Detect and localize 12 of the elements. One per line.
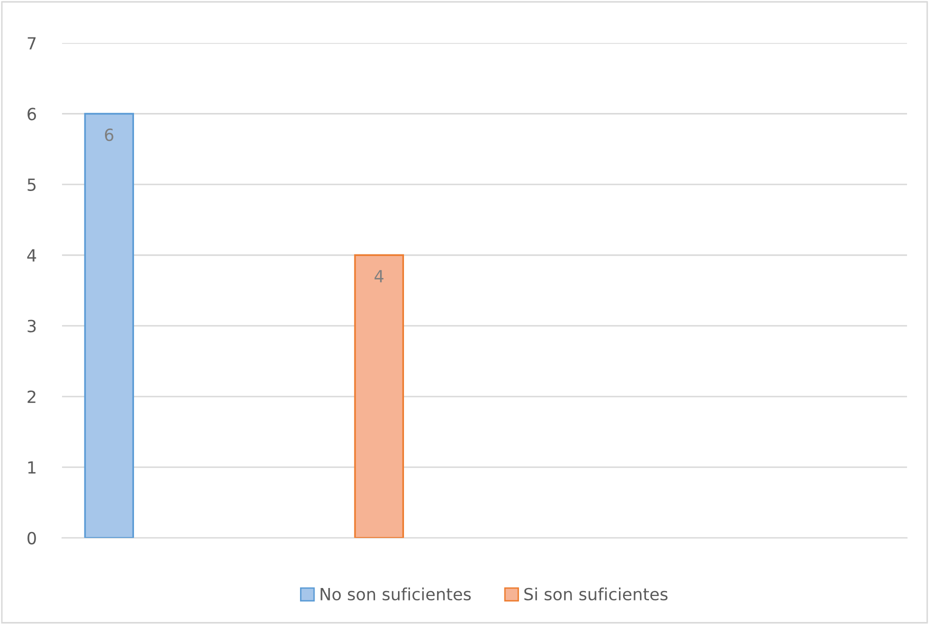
data-label: 4	[374, 270, 384, 282]
y-tick-label: 1	[28, 461, 36, 474]
y-tick-label: 6	[28, 108, 36, 120]
y-tick-label: 2	[28, 390, 36, 403]
data-label: 6	[104, 128, 114, 142]
legend-label: No son suficientes	[320, 588, 471, 600]
legend-label: Si son suficientes	[524, 588, 668, 600]
y-tick-label: 4	[27, 249, 36, 262]
y-tick-label: 3	[28, 320, 36, 332]
y-tick-label: 5	[28, 178, 36, 192]
y-tick-label: 0	[28, 532, 36, 544]
y-tick-label: 7	[28, 37, 36, 50]
